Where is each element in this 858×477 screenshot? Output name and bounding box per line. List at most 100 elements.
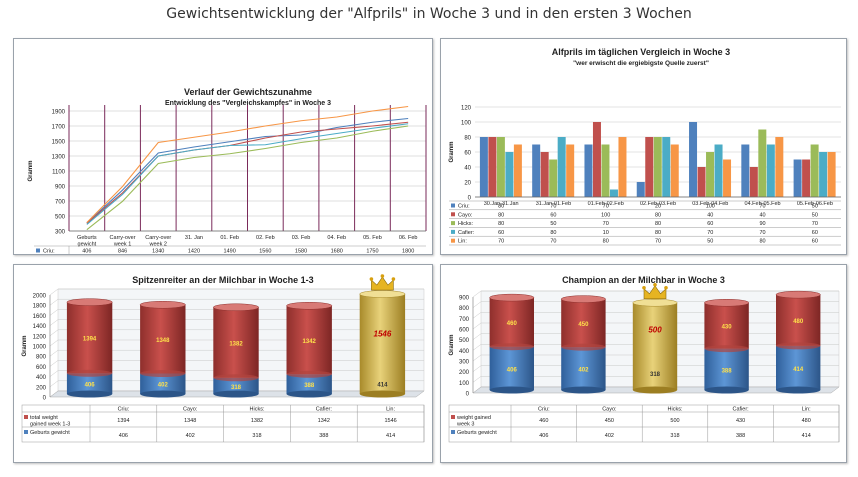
y-tick-label: 400 [459, 349, 470, 355]
table-cell: 402 [605, 433, 614, 439]
y-tick-label: 300 [55, 230, 66, 236]
y-tick-label: 900 [459, 296, 470, 302]
y-axis-label: Gramm [449, 141, 455, 162]
legend-swatch [451, 238, 455, 243]
data-label: 500 [648, 325, 662, 334]
legend-entry: Geburts gewicht [457, 430, 497, 436]
table-cell: 80 [550, 230, 556, 236]
y-tick-label: 1600 [33, 314, 47, 320]
bar [488, 137, 497, 197]
data-label: 1342 [303, 339, 317, 345]
bar [689, 122, 698, 197]
y-tick-label: 100 [461, 121, 472, 127]
line-chart: Verlauf der Gewichtszunahme Entwicklung d… [28, 87, 427, 255]
y-tick-label: 0 [468, 196, 472, 202]
table-cell: 450 [605, 418, 614, 424]
table-cell: 388 [319, 433, 328, 439]
data-label: 406 [85, 383, 96, 389]
line-chart-panel: Verlauf der Gewichtszunahme Entwicklung d… [13, 38, 433, 255]
category-label: Cafier: [732, 407, 749, 413]
y-tick-label: 0 [43, 396, 47, 402]
legend-swatch [451, 415, 455, 419]
table-cell: 80 [498, 204, 504, 210]
x-tick-label: 04.Feb-05.Feb [745, 201, 781, 207]
y-tick-label: 800 [459, 306, 470, 312]
table-cell: 1348 [184, 418, 196, 424]
table-cell: 480 [802, 418, 811, 424]
chart-title: Spitzenreiter an der Milchbar in Woche 1… [132, 275, 313, 285]
x-tick-label: 02. Feb [256, 235, 275, 241]
bar [557, 137, 566, 197]
table-cell: 90 [760, 221, 766, 227]
table-cell: 1546 [384, 418, 396, 424]
cylinder-top [213, 303, 259, 312]
cylinder-top [286, 302, 333, 310]
table-cell: 318 [670, 433, 679, 439]
y-tick-label: 600 [459, 328, 470, 334]
gridline [472, 365, 482, 372]
cylinder-top [560, 295, 606, 303]
table-cell: 414 [802, 433, 811, 439]
y-tick-label: 40 [464, 166, 471, 172]
bar [584, 144, 593, 197]
bar-lower [213, 377, 259, 394]
y-tick-label: 200 [459, 370, 470, 376]
table-cell: 406 [119, 433, 128, 439]
category-label: Cayo: [183, 407, 198, 413]
category-label: Cafier: [316, 407, 333, 413]
cylinder-top [66, 298, 113, 306]
table-cell: 1382 [251, 418, 263, 424]
gridline [472, 290, 482, 298]
cylinder-base [561, 386, 606, 394]
daily-bar-chart: Alfprils im täglichen Vergleich in Woche… [449, 47, 841, 246]
crown-jewel [664, 285, 668, 290]
y-tick-label: 700 [459, 317, 470, 323]
table-cell: 70 [550, 204, 556, 210]
bar [662, 137, 671, 197]
table-cell: 460 [539, 418, 548, 424]
x-tick-label: 31.Jan-01.Feb [536, 201, 571, 207]
table-cell: 1340 [152, 249, 164, 255]
bar-upper [704, 302, 749, 349]
y-tick-label: 500 [459, 338, 470, 344]
table-cell: 80 [655, 230, 661, 236]
data-label: 402 [578, 368, 589, 374]
chart-subtitle: "wer erwischt die ergiebigste Quelle zue… [573, 60, 709, 67]
daily-bar-chart-panel: Alfprils im täglichen Vergleich in Woche… [440, 38, 847, 255]
data-label: 388 [722, 368, 733, 374]
category-label: Hicks: [250, 407, 265, 413]
table-cell: 846 [118, 249, 127, 255]
bar [601, 144, 610, 197]
bar [496, 137, 505, 197]
table-cell: 1420 [188, 249, 200, 255]
table-cell: 70 [550, 239, 556, 245]
legend-entry: Cafier: [458, 230, 475, 236]
y-tick-label: 300 [459, 360, 470, 366]
table-cell: 1394 [117, 418, 129, 424]
category-label: Lin: [802, 407, 811, 413]
x-tick-label: 04. Feb [327, 235, 346, 241]
y-tick-label: 1500 [52, 140, 66, 146]
cylinder-base [286, 390, 332, 398]
series-line-3 [86, 123, 409, 225]
table-cell: 406 [539, 433, 548, 439]
gridline [472, 312, 482, 319]
table-cell: 60 [812, 230, 818, 236]
bar [741, 144, 750, 197]
crown-jewel [642, 285, 646, 290]
cylinder-seam [776, 342, 821, 350]
table-cell: 20 [655, 204, 661, 210]
crown-shape [643, 285, 667, 300]
bar [592, 122, 601, 197]
table-cell: 70 [603, 221, 609, 227]
bar [540, 152, 549, 197]
y-tick-label: 0 [466, 392, 470, 398]
cylinder-top [359, 290, 406, 298]
legend-swatch [24, 415, 28, 419]
y-tick-label: 900 [55, 185, 66, 191]
table-cell: 430 [736, 418, 745, 424]
table-cell: 10 [603, 230, 609, 236]
legend-entry: Hicks: [458, 221, 473, 227]
y-tick-label: 2000 [33, 294, 47, 300]
table-cell: 100 [706, 204, 715, 210]
